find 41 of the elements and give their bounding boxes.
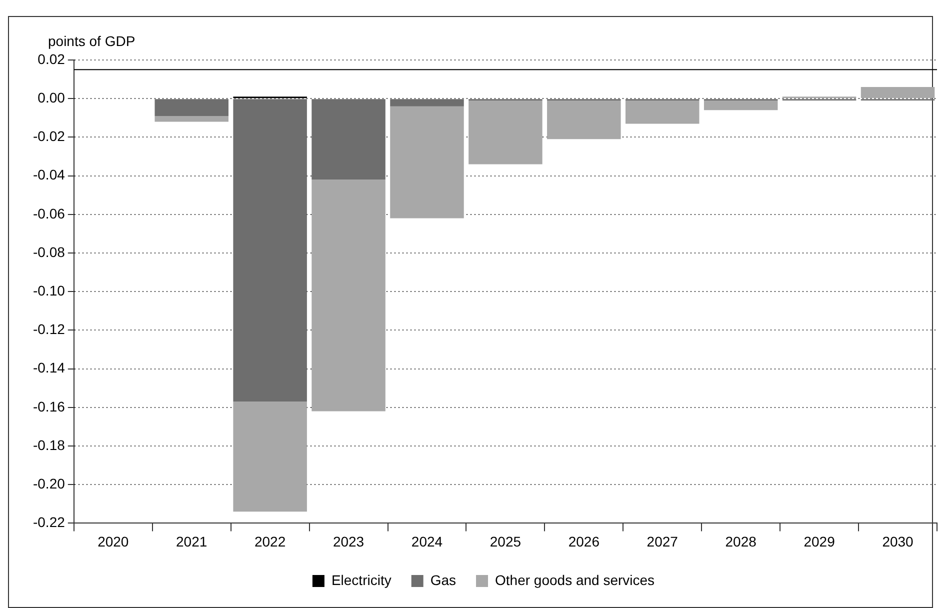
bar (154, 116, 228, 122)
bar (312, 99, 386, 180)
y-tick-label: -0.06 (32, 205, 66, 222)
y-tick-label: -0.16 (32, 398, 66, 414)
x-tick-label: 2030 (882, 533, 914, 550)
y-tick-label: -0.12 (32, 321, 66, 338)
x-tick-label: 2024 (411, 533, 443, 550)
y-tick-label: -0.14 (32, 360, 66, 376)
x-tick-label: 2026 (568, 533, 600, 550)
bar (468, 100, 542, 164)
x-tick-label: 2023 (332, 533, 364, 550)
bar (860, 87, 935, 98)
bar (626, 100, 700, 124)
bar (233, 402, 307, 512)
y-tick-label: 0.00 (38, 89, 66, 106)
x-tick-label: 2025 (490, 533, 522, 550)
x-tick-label: 2021 (176, 533, 208, 550)
legend-label: Other goods and services (495, 572, 655, 588)
y-tick-label: -0.20 (32, 475, 66, 492)
y-tick-label: -0.04 (32, 166, 66, 183)
bar (312, 180, 386, 412)
legend-label: Electricity (331, 572, 392, 588)
y-tick-label: 0.02 (38, 50, 66, 67)
x-tick-label: 2027 (646, 533, 678, 550)
y-tick-label: -0.22 (32, 514, 66, 530)
y-tick-label: -0.08 (32, 244, 66, 260)
x-tick-label: 2020 (98, 533, 129, 550)
y-tick-label: -0.10 (32, 282, 66, 298)
bar (390, 106, 464, 218)
x-tick-label: 2022 (254, 533, 286, 550)
bar (390, 99, 464, 106)
bar (704, 100, 778, 110)
bar (233, 99, 307, 402)
bar (547, 100, 621, 140)
x-tick-label: 2029 (804, 533, 836, 550)
y-axis-title: points of GDP (48, 32, 136, 49)
x-tick-label: 2028 (725, 533, 757, 550)
y-tick-label: -0.18 (32, 436, 66, 453)
y-tick-label: -0.02 (32, 128, 66, 144)
legend-label: Gas (430, 572, 456, 588)
bar (154, 99, 228, 116)
